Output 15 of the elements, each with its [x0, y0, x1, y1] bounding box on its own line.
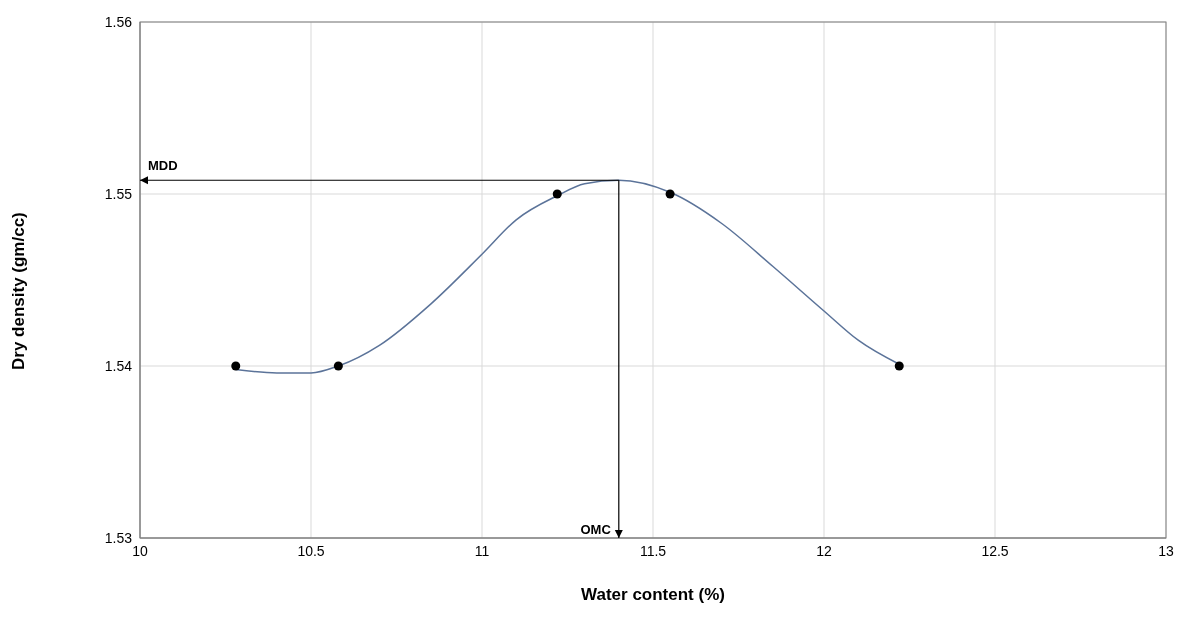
y-tick-label: 1.55 — [104, 185, 133, 202]
y-tick-label: 1.56 — [104, 13, 133, 30]
x-axis-title: Water content (%) — [581, 585, 725, 604]
x-tick-label: 10 — [132, 542, 148, 559]
x-tick-label: 12.5 — [981, 542, 1009, 559]
y-tick-label: 1.54 — [104, 357, 133, 374]
x-tick-label: 13 — [1158, 542, 1174, 559]
x-tick-label: 10.5 — [297, 542, 325, 559]
x-tick-label: 11 — [474, 542, 490, 559]
annotation: MDD — [148, 158, 178, 174]
y-axis-title: Dry density (gm/cc) — [9, 212, 29, 370]
x-tick-label: 12 — [816, 542, 832, 559]
y-tick-label: 1.53 — [104, 529, 133, 546]
x-tick-label: 11.5 — [639, 542, 667, 559]
annotation: OMC — [580, 522, 612, 537]
